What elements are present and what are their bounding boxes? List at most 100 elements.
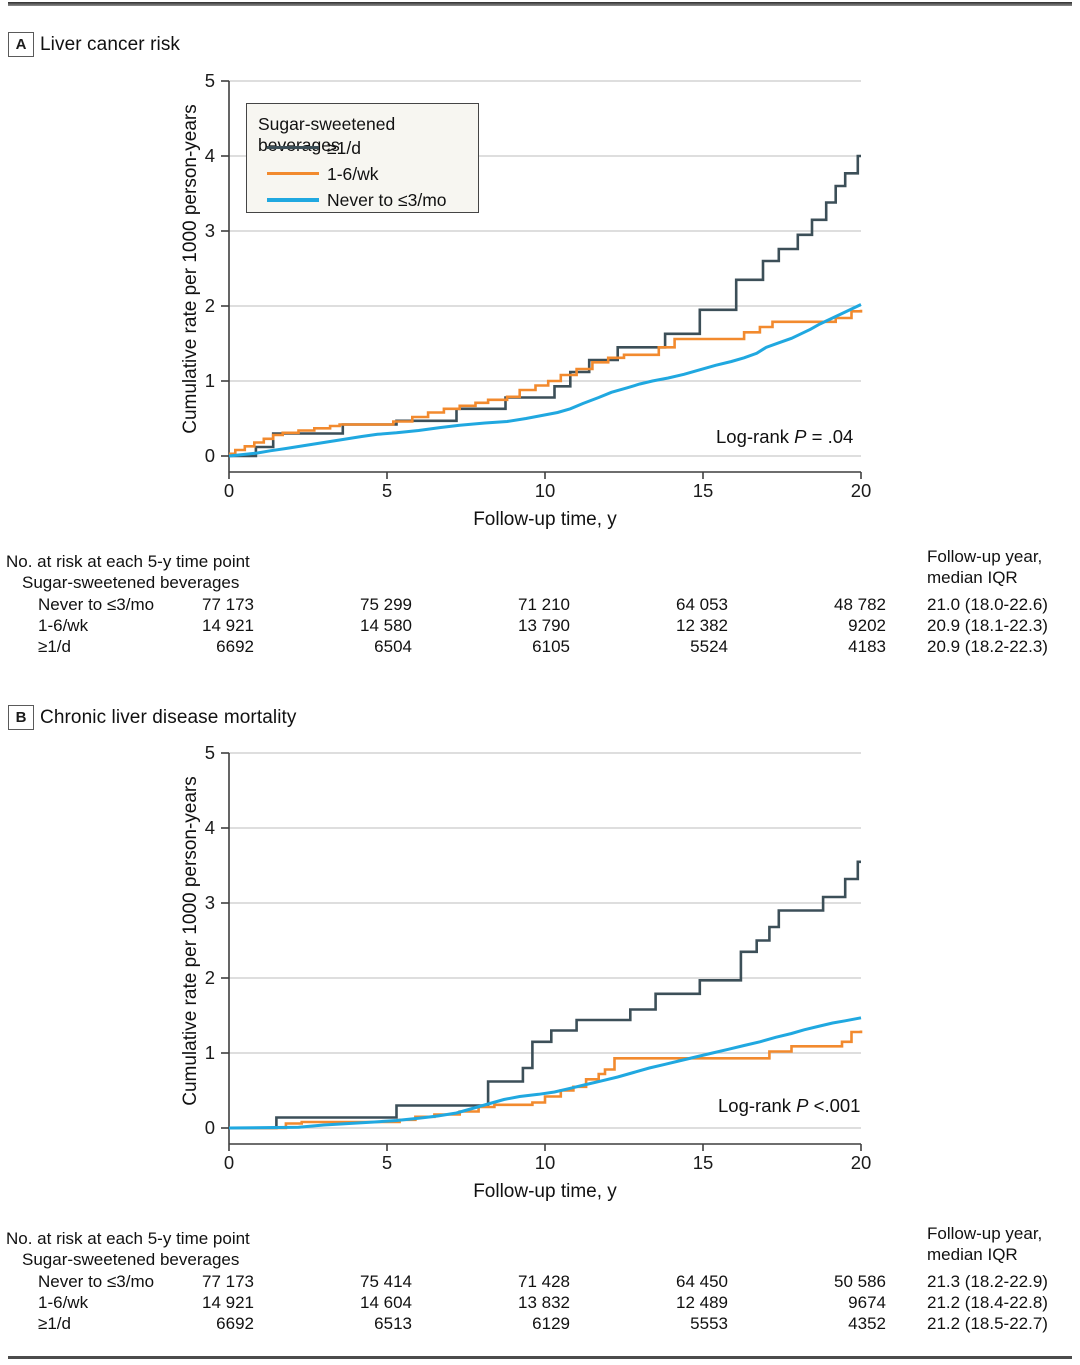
panel-b-logrank: Log-rank P <.001	[718, 1095, 860, 1117]
y-tick-label: 2	[205, 967, 215, 988]
risk-count: 71 210	[518, 595, 570, 614]
legend-label-1-6wk: 1-6/wk	[327, 164, 379, 184]
y-tick-label: 5	[205, 70, 215, 91]
risk-median: 21.2 (18.4-22.8)	[927, 1293, 1048, 1312]
risk-count: 6692	[216, 637, 254, 656]
risk-row-label: ≥1/d	[38, 637, 71, 656]
panel-b-label-box: B	[8, 705, 34, 730]
risk-row-label: Never to ≤3/mo	[38, 595, 155, 614]
x-tick-label: 0	[224, 1152, 234, 1173]
legend-label-ge1d: ≥1/d	[327, 138, 361, 158]
risk-count: 4183	[848, 637, 886, 656]
logrank-symbol: P	[796, 1095, 809, 1116]
risk-count: 64 450	[676, 1272, 728, 1291]
risk-count: 14 921	[202, 1293, 254, 1312]
risk-median: 20.9 (18.2-22.3)	[927, 637, 1048, 656]
risk-count: 6692	[216, 1314, 254, 1333]
series-Never to ≤3/mo	[228, 1016, 862, 1130]
risk-count: 12 489	[676, 1293, 728, 1312]
risk-count: 13 832	[518, 1293, 570, 1312]
x-tick-label: 10	[535, 480, 556, 501]
risk-table-b-title: No. at risk at each 5-y time point	[6, 1229, 250, 1248]
risk-count: 5553	[690, 1314, 728, 1333]
y-tick-label: 5	[205, 742, 215, 763]
series-1-6/wk	[229, 309, 863, 456]
risk-table-a-followup-header: Follow-up year, median IQR	[927, 547, 1043, 587]
panel-b-x-axis-label: Follow-up time, y	[473, 1181, 617, 1202]
y-tick-label: 2	[205, 295, 215, 316]
legend-title: Sugar-sweetened beverages	[258, 114, 396, 155]
risk-count: 6105	[532, 637, 570, 656]
risk-count: 6513	[374, 1314, 412, 1333]
risk-count: 71 428	[518, 1272, 570, 1291]
risk-row-label: 1-6/wk	[38, 1293, 89, 1312]
risk-count: 77 173	[202, 595, 254, 614]
logrank-symbol: P	[794, 426, 807, 447]
x-tick-label: 5	[382, 480, 392, 501]
risk-count: 64 053	[676, 595, 728, 614]
y-tick-label: 0	[205, 445, 215, 466]
risk-count: 50 586	[834, 1272, 886, 1291]
x-tick-label: 20	[851, 1152, 872, 1173]
legend-swatch-ge1d	[267, 146, 319, 149]
panel-a-logrank: Log-rank P = .04	[716, 426, 853, 448]
risk-count: 48 782	[834, 595, 886, 614]
y-tick-label: 4	[205, 817, 215, 838]
risk-row-label: ≥1/d	[38, 1314, 71, 1333]
risk-median: 21.0 (18.0-22.6)	[927, 595, 1048, 614]
risk-count: 75 414	[360, 1272, 412, 1291]
risk-row-label: Never to ≤3/mo	[38, 1272, 155, 1291]
risk-median: 20.9 (18.1-22.3)	[927, 616, 1048, 635]
x-tick-label: 10	[535, 1152, 556, 1173]
risk-median: 21.2 (18.5-22.7)	[927, 1314, 1048, 1333]
logrank-value: = .04	[811, 426, 854, 447]
risk-count: 77 173	[202, 1272, 254, 1291]
risk-count: 75 299	[360, 595, 412, 614]
risk-count: 4352	[848, 1314, 886, 1333]
panel-b-letter: B	[15, 709, 27, 726]
legend-box: Sugar-sweetened beverages ≥1/d 1-6/wk Ne…	[246, 103, 479, 213]
bottom-rule	[8, 1356, 1072, 1359]
risk-median: 21.3 (18.2-22.9)	[927, 1272, 1048, 1291]
risk-count: 12 382	[676, 616, 728, 635]
series-≥1/d	[229, 154, 861, 458]
panel-b-y-axis-label: Cumulative rate per 1000 person-years	[180, 776, 201, 1106]
panel-a-label-box: A	[8, 32, 34, 57]
x-tick-label: 5	[382, 1152, 392, 1173]
panel-a-title: Liver cancer risk	[40, 34, 181, 55]
series-Never to ≤3/mo	[228, 303, 862, 458]
top-rule	[8, 2, 1072, 6]
x-tick-label: 15	[693, 1152, 714, 1173]
risk-count: 14 604	[360, 1293, 412, 1312]
logrank-prefix: Log-rank	[718, 1095, 792, 1116]
risk-count: 14 580	[360, 616, 412, 635]
x-tick-label: 20	[851, 480, 872, 501]
risk-count: 6504	[374, 637, 412, 656]
risk-count: 13 790	[518, 616, 570, 635]
y-tick-label: 1	[205, 1042, 215, 1063]
x-tick-label: 15	[693, 480, 714, 501]
series-≥1/d	[229, 860, 861, 1130]
logrank-value: <.001	[813, 1095, 861, 1116]
logrank-prefix: Log-rank	[716, 426, 790, 447]
risk-table-a-title: No. at risk at each 5-y time point	[6, 552, 250, 571]
legend-swatch-never	[267, 198, 319, 202]
risk-count: 9674	[848, 1293, 886, 1312]
risk-count: 6129	[532, 1314, 570, 1333]
risk-count: 14 921	[202, 616, 254, 635]
panel-a-letter: A	[15, 36, 27, 53]
risk-count: 5524	[690, 637, 728, 656]
panel-a-x-axis-label: Follow-up time, y	[473, 509, 617, 530]
legend-swatch-1-6wk	[267, 172, 319, 175]
panel-a-y-axis-label: Cumulative rate per 1000 person-years	[180, 104, 201, 434]
risk-table-b-group-header: Sugar-sweetened beverages	[22, 1250, 240, 1269]
x-tick-label: 0	[224, 480, 234, 501]
risk-row-label: 1-6/wk	[38, 616, 89, 635]
y-tick-label: 0	[205, 1117, 215, 1138]
risk-table-a-group-header: Sugar-sweetened beverages	[22, 573, 240, 592]
risk-count: 9202	[848, 616, 886, 635]
y-tick-label: 3	[205, 220, 215, 241]
y-tick-label: 1	[205, 370, 215, 391]
risk-table-b-followup-header: Follow-up year, median IQR	[927, 1224, 1043, 1264]
